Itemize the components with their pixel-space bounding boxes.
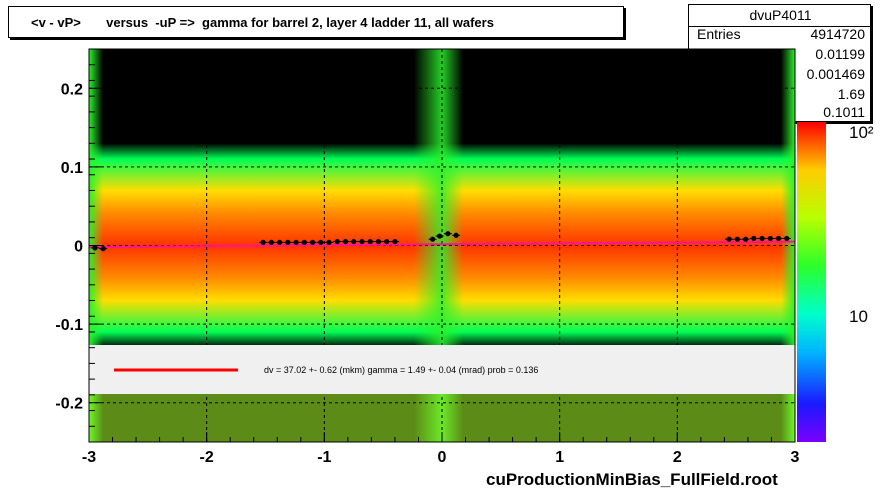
colorbar-label-10: 10 bbox=[849, 307, 868, 326]
x-tick-label: 2 bbox=[673, 449, 682, 466]
x-tick-label: 1 bbox=[555, 449, 564, 466]
stat-key: Entries bbox=[697, 26, 741, 42]
stat-value: 0.1011 bbox=[823, 104, 865, 120]
x-tick-label: -1 bbox=[317, 449, 331, 466]
colorbar-gradient bbox=[797, 122, 826, 442]
stat-value: 4914720 bbox=[810, 26, 865, 42]
x-tick-label: 0 bbox=[438, 449, 447, 466]
filename-label: cuProductionMinBias_FullField.root bbox=[486, 470, 778, 489]
colorbar-label-100: 10² bbox=[849, 123, 874, 142]
fit-line bbox=[88, 240, 796, 249]
y-tick-label: 0.2 bbox=[61, 81, 83, 98]
stat-value: 0.01199 bbox=[815, 46, 865, 62]
stat-value: 1.69 bbox=[837, 86, 865, 102]
x-tick-label: -3 bbox=[82, 449, 96, 466]
grid-lines bbox=[89, 49, 795, 442]
y-tick-label: 0 bbox=[74, 239, 83, 256]
plot-title: <v - vP> versus -uP => gamma for barrel … bbox=[31, 15, 494, 30]
x-tick-label: 3 bbox=[791, 449, 800, 466]
fit-legend-text: dv = 37.02 +- 0.62 (mkm) gamma = 1.49 +-… bbox=[264, 365, 538, 375]
profile-points bbox=[90, 231, 791, 252]
y-tick-label: 0.1 bbox=[61, 160, 83, 177]
stat-row-entries: Entries 4914720 bbox=[697, 26, 865, 44]
x-tick-label: -2 bbox=[200, 449, 214, 466]
stats-divider bbox=[689, 26, 870, 27]
axes: -3 -2 -1 0 1 2 3 0.2 0.1 0 -0.1 -0.2 bbox=[55, 48, 800, 466]
stats-title: dvuP4011 bbox=[749, 7, 812, 23]
fit-legend-box: dv = 37.02 +- 0.62 (mkm) gamma = 1.49 +-… bbox=[89, 345, 795, 394]
colorbar: 10² 10 bbox=[797, 122, 874, 442]
y-tick-label: -0.1 bbox=[55, 317, 83, 334]
title-box: <v - vP> versus -uP => gamma for barrel … bbox=[8, 6, 624, 38]
stat-value: 0.001469 bbox=[806, 66, 865, 82]
y-tick-label: -0.2 bbox=[55, 396, 83, 413]
